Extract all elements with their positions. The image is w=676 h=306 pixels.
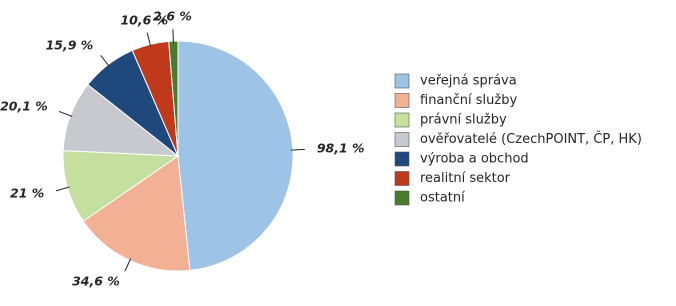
value-label: 21 %: [10, 186, 44, 201]
value-label: 10,6 %: [120, 13, 168, 28]
value-label: 98,1 %: [317, 140, 365, 155]
legend-swatch: [394, 190, 410, 206]
leader-line: [290, 148, 305, 151]
legend-label: výroba a obchod: [420, 152, 529, 167]
value-label: 2,6 %: [153, 9, 192, 24]
legend-label: ověřovatelé (CzechPOINT, ČP, HK): [420, 131, 642, 147]
legend-swatch: [394, 171, 410, 186]
legend-swatch: [394, 112, 410, 128]
legend-label: právní služby: [420, 113, 507, 128]
legend-swatch: [394, 132, 410, 147]
legend-label: veřejná správa: [420, 74, 517, 89]
value-label: 20,1 %: [0, 99, 48, 114]
value-label: 34,6 %: [72, 274, 120, 289]
legend-label: ostatní: [420, 191, 465, 206]
leader-line: [55, 186, 70, 192]
leader-line: [146, 32, 152, 47]
legend-label: finanční služby: [420, 93, 517, 108]
legend-swatch: [394, 73, 410, 89]
pie-slice: [177, 40, 294, 271]
leader-line: [172, 29, 174, 44]
leader-line: [100, 54, 110, 67]
legend-swatch: [394, 151, 410, 167]
value-label: 15,9 %: [46, 37, 94, 52]
leader-line: [124, 258, 132, 272]
legend-label: realitní sektor: [420, 171, 511, 186]
legend-swatch: [394, 93, 410, 108]
leader-line: [58, 110, 73, 117]
